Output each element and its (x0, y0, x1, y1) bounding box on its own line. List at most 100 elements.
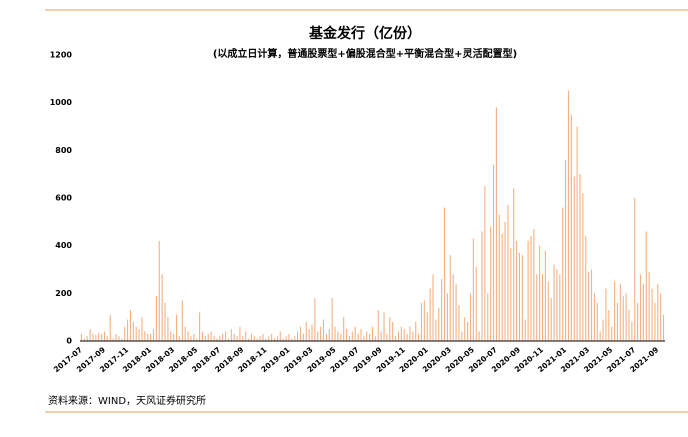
bar (550, 298, 552, 341)
bar (236, 336, 238, 341)
bar (366, 331, 368, 341)
y-tick-label: 600 (55, 194, 72, 203)
bar (285, 336, 287, 341)
bar (357, 333, 359, 341)
bar (322, 319, 325, 341)
bar (305, 321, 307, 341)
bar (585, 236, 587, 341)
bar (314, 298, 316, 341)
bar (518, 252, 521, 341)
bar (271, 333, 273, 341)
bar (400, 326, 402, 341)
bar (435, 319, 437, 341)
bar (467, 321, 469, 341)
bar (348, 336, 350, 341)
bar (565, 159, 567, 341)
bar (109, 314, 111, 341)
bar (103, 331, 106, 341)
bar (369, 333, 371, 341)
bar (446, 293, 448, 341)
bar (423, 300, 425, 341)
bar (573, 176, 575, 341)
bar (492, 164, 495, 341)
bar (415, 321, 417, 341)
bar (265, 338, 267, 341)
y-tick-label: 1000 (50, 98, 73, 107)
bar (599, 331, 601, 341)
bar (147, 333, 149, 341)
bar (443, 207, 446, 341)
bar (80, 333, 82, 341)
bar (516, 240, 518, 341)
bar (253, 336, 255, 341)
bar (596, 302, 598, 341)
y-tick-label: 800 (55, 146, 72, 155)
bar (527, 240, 529, 341)
bar (455, 283, 457, 341)
bar (141, 317, 143, 341)
bar (420, 302, 423, 341)
bar (590, 269, 593, 341)
bar (582, 193, 584, 341)
bar (187, 331, 189, 341)
bar (239, 326, 241, 341)
bar (121, 338, 123, 341)
bar (259, 336, 261, 341)
y-tick-label: 0 (66, 337, 72, 346)
bar (311, 324, 313, 341)
bar (637, 302, 639, 341)
bar (484, 186, 486, 341)
bar (654, 302, 656, 341)
bar (262, 333, 264, 341)
bar (625, 293, 627, 341)
bar (663, 314, 665, 341)
bar (533, 228, 535, 341)
bar (524, 319, 526, 341)
bar (193, 333, 195, 341)
bar (216, 338, 218, 341)
bar (397, 331, 399, 341)
bar (593, 293, 595, 341)
bar (495, 107, 497, 341)
bar (412, 331, 414, 341)
bar (602, 319, 604, 341)
bar (201, 331, 204, 341)
bar (567, 90, 570, 341)
bar (651, 288, 653, 341)
bar (622, 295, 624, 341)
bar (458, 305, 460, 341)
bar (170, 331, 172, 341)
bar (98, 332, 100, 341)
bar (354, 326, 356, 341)
bar (608, 310, 610, 341)
bar (302, 333, 304, 341)
bar (164, 302, 166, 341)
bar (152, 329, 155, 341)
bar (389, 317, 391, 341)
bar (334, 326, 336, 341)
bar (536, 274, 538, 341)
bar (441, 279, 443, 341)
bar (89, 329, 91, 341)
bar (475, 267, 477, 341)
bar (521, 255, 523, 341)
bar (544, 250, 546, 341)
bar (340, 333, 342, 341)
bar (224, 331, 227, 341)
bar (92, 333, 94, 341)
bar (351, 331, 353, 341)
bar (118, 336, 120, 341)
bar (196, 338, 198, 341)
bar (429, 288, 431, 341)
bar (299, 326, 302, 341)
bar (95, 335, 97, 341)
bar (487, 293, 489, 341)
bar (383, 312, 385, 341)
bar (173, 333, 175, 341)
bar (112, 338, 114, 341)
bar (230, 329, 232, 341)
bar (291, 338, 293, 341)
bar (328, 329, 330, 341)
chart-title: 基金发行（亿份） (309, 25, 421, 42)
